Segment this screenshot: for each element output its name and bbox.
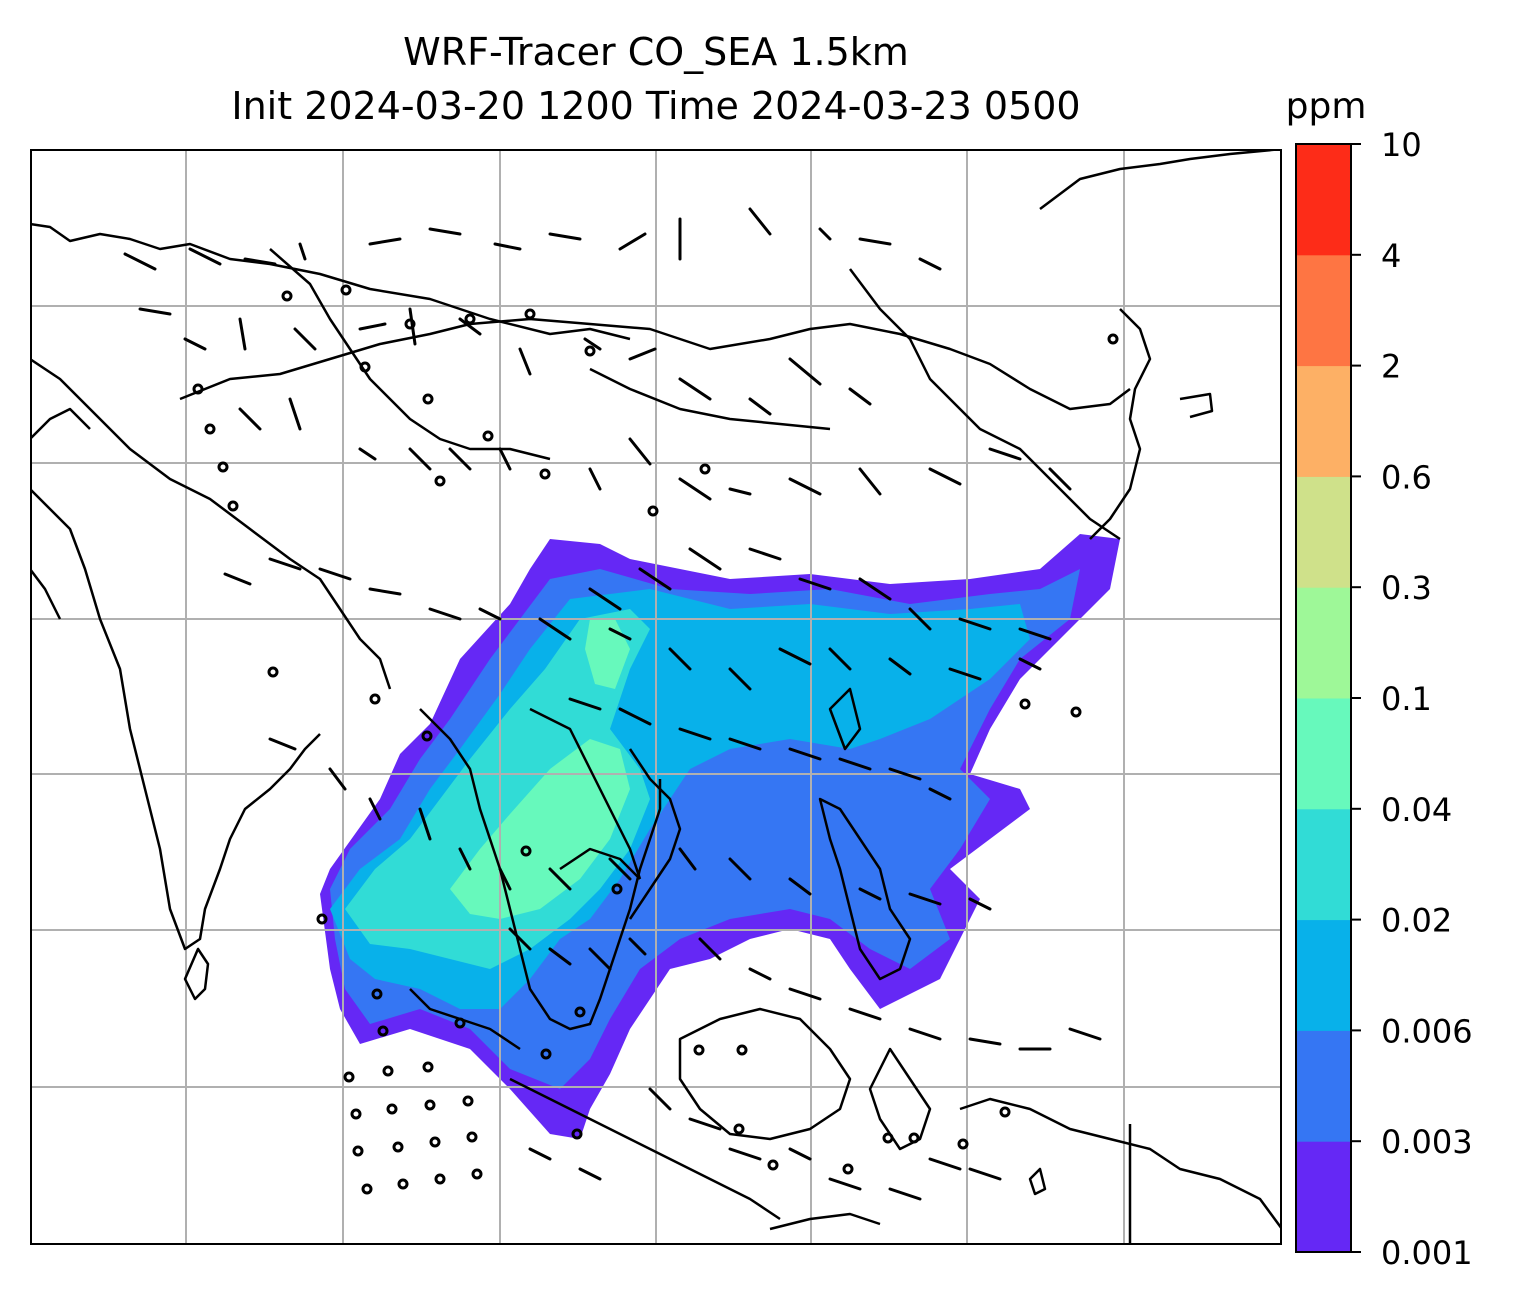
colorbar-swatches (1296, 144, 1351, 1253)
map-title-line1: WRF-Tracer CO_SEA 1.5km (403, 30, 909, 74)
colorbar-swatch (1296, 254, 1351, 367)
colorbar-tick-label: 0.001 (1381, 1234, 1473, 1272)
wind-barbs (123, 207, 1102, 1201)
map-frame (30, 149, 1282, 1245)
calm-wind-circles (192, 284, 1119, 1195)
colorbar-swatch (1296, 808, 1351, 921)
coastlines-and-borders (30, 149, 1282, 1245)
map-title-line2: Init 2024-03-20 1200 Time 2024-03-23 050… (231, 84, 1081, 128)
colorbar-swatch (1296, 365, 1351, 477)
colorbar-ticks: 0.001 0.003 0.006 0.02 0.04 0.1 0.3 0.6 2 4 10 (1351, 126, 1473, 1272)
colorbar-tick-label: 0.003 (1381, 1123, 1473, 1161)
colorbar-swatch (1296, 476, 1351, 588)
plume-level-0.04 (450, 739, 630, 919)
colorbar-tick-label: 0.3 (1381, 569, 1432, 607)
colorbar-tick-label: 0.02 (1381, 902, 1452, 940)
colorbar-tick-label: 0.04 (1381, 791, 1452, 829)
colorbar-tick-label: 2 (1381, 348, 1401, 386)
map-panel (30, 149, 1282, 1245)
colorbar-swatch (1296, 698, 1351, 810)
map-gridlines (30, 149, 1282, 1245)
colorbar-tick-label: 0.6 (1381, 458, 1432, 496)
colorbar-tick-label: 10 (1381, 126, 1422, 164)
colorbar-tick-label: 0.1 (1381, 680, 1432, 718)
colorbar-swatch (1296, 587, 1351, 699)
colorbar: ppm 0.001 0.003 0.006 0.02 0.04 0.1 0.3 0.6 2 4 10 (1286, 86, 1473, 1272)
colorbar-swatch (1296, 144, 1351, 256)
colorbar-tick-label: 4 (1381, 237, 1401, 275)
colorbar-swatch (1296, 919, 1351, 1031)
colorbar-unit-label: ppm (1286, 86, 1366, 127)
colorbar-swatch (1296, 1141, 1351, 1253)
colorbar-tick-label: 0.006 (1381, 1012, 1473, 1050)
co-plume (320, 534, 1120, 1139)
plume-level-0.04-north (585, 619, 630, 689)
colorbar-swatch (1296, 1030, 1351, 1142)
